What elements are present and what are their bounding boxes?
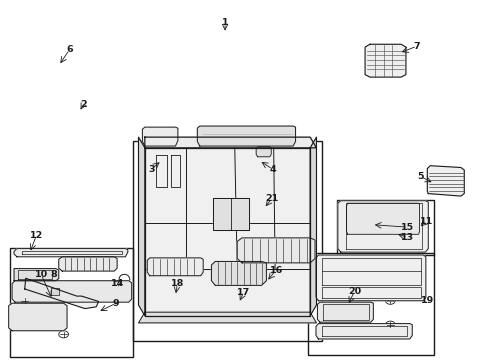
Text: 18: 18 — [170, 279, 183, 288]
Polygon shape — [337, 201, 427, 252]
Polygon shape — [138, 312, 316, 323]
Text: 20: 20 — [347, 287, 360, 296]
Polygon shape — [237, 238, 314, 263]
Text: 15: 15 — [401, 222, 414, 231]
Text: 17: 17 — [236, 288, 250, 297]
Bar — [336, 200, 433, 255]
Circle shape — [346, 290, 354, 296]
Polygon shape — [309, 137, 316, 316]
Text: 19: 19 — [420, 296, 433, 305]
Polygon shape — [211, 261, 266, 285]
Text: 12: 12 — [30, 231, 43, 240]
Polygon shape — [144, 137, 316, 148]
Polygon shape — [315, 255, 425, 301]
Text: 1: 1 — [221, 18, 228, 27]
Polygon shape — [59, 257, 117, 271]
Polygon shape — [315, 324, 411, 339]
Text: 10: 10 — [35, 270, 48, 279]
Polygon shape — [147, 258, 203, 276]
Polygon shape — [9, 303, 67, 331]
Text: 3: 3 — [147, 165, 154, 174]
Polygon shape — [138, 137, 144, 316]
Text: 11: 11 — [419, 217, 432, 226]
Text: 5: 5 — [416, 172, 423, 181]
Text: 2: 2 — [80, 100, 86, 109]
Circle shape — [333, 290, 341, 296]
Text: 8: 8 — [50, 270, 57, 279]
Polygon shape — [365, 44, 405, 77]
Polygon shape — [317, 302, 372, 322]
Bar — [307, 253, 433, 355]
Polygon shape — [144, 148, 309, 316]
Text: 13: 13 — [401, 233, 414, 242]
Polygon shape — [51, 288, 59, 295]
Text: 6: 6 — [66, 45, 73, 54]
Polygon shape — [212, 198, 249, 230]
Polygon shape — [256, 147, 271, 157]
Polygon shape — [346, 203, 419, 234]
Text: 21: 21 — [264, 194, 278, 203]
Text: 16: 16 — [269, 266, 282, 275]
Text: 14: 14 — [110, 279, 123, 288]
Polygon shape — [25, 278, 99, 309]
Polygon shape — [12, 281, 131, 302]
Circle shape — [359, 290, 366, 296]
Polygon shape — [14, 269, 59, 281]
Polygon shape — [427, 166, 463, 196]
Polygon shape — [14, 249, 127, 257]
Text: 9: 9 — [113, 299, 119, 308]
Text: 4: 4 — [269, 165, 275, 174]
Bar — [132, 141, 322, 341]
Text: 7: 7 — [413, 41, 420, 50]
Bar — [10, 248, 132, 357]
Polygon shape — [197, 126, 295, 146]
Polygon shape — [142, 127, 178, 146]
